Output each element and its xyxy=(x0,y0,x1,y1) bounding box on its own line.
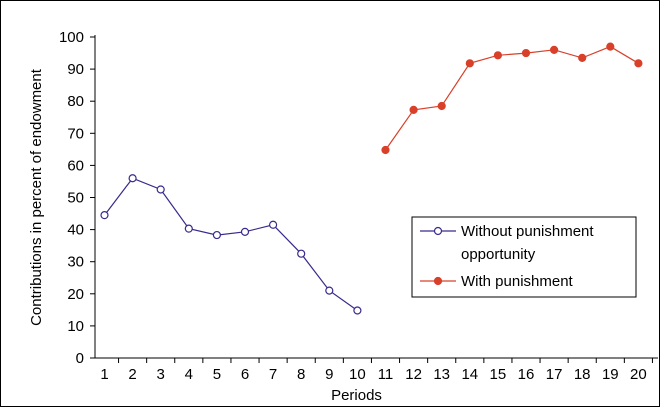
data-point xyxy=(381,145,390,155)
x-tick-label: 17 xyxy=(546,366,563,383)
data-point xyxy=(297,249,306,258)
x-tick-label: 1 xyxy=(100,366,108,383)
data-point xyxy=(521,48,531,58)
series-line xyxy=(385,45,639,151)
x-tick-label: 7 xyxy=(269,366,277,383)
x-tick-label: 3 xyxy=(157,366,165,383)
legend-box xyxy=(411,216,637,298)
y-tick-label: 60 xyxy=(67,157,84,174)
data-point xyxy=(128,174,137,183)
y-axis-title: Contributions in percent of endowment xyxy=(28,68,45,326)
y-tick-label: 50 xyxy=(67,190,84,207)
x-tick-label: 11 xyxy=(378,366,394,383)
axes xyxy=(94,35,658,359)
y-tick-label: 70 xyxy=(67,125,84,142)
data-point xyxy=(353,306,362,315)
y-tick-label: 10 xyxy=(67,318,84,335)
legend-item-without-punishment: Without punishment opportunity xyxy=(420,223,594,263)
data-point xyxy=(325,286,334,295)
data-point xyxy=(634,59,643,68)
data-point xyxy=(465,59,474,68)
x-tick-label: 12 xyxy=(405,366,422,383)
legend-marker-without-punishment xyxy=(433,226,443,236)
y-tick-label: 30 xyxy=(67,254,84,271)
x-tick-label: 6 xyxy=(241,366,249,383)
data-point xyxy=(100,211,109,220)
series-with-punishment xyxy=(381,42,643,155)
data-point xyxy=(269,220,278,229)
y-tick-label: 20 xyxy=(67,286,84,303)
data-point xyxy=(606,42,615,51)
x-tick-label: 9 xyxy=(325,366,333,383)
x-axis-title: Periods xyxy=(331,387,382,404)
data-point xyxy=(437,101,446,111)
legend-label-without-punishment: Without punishment xyxy=(461,223,594,240)
x-tick-label: 18 xyxy=(574,366,591,383)
x-axis-ticks: 1 2 3 4 5 6 7 8 9 10 11 12 13 14 15 16 17 18 19 20 xyxy=(100,358,653,383)
data-point xyxy=(409,105,418,114)
x-tick-label: 10 xyxy=(349,366,366,383)
x-tick-label: 4 xyxy=(185,366,193,383)
legend-item-with-punishment: With punishment xyxy=(420,273,574,290)
y-tick-label: 40 xyxy=(67,222,84,239)
x-tick-label: 15 xyxy=(490,366,507,383)
data-point xyxy=(212,230,221,240)
x-tick-label: 16 xyxy=(518,366,535,383)
y-tick-label: 100 xyxy=(59,29,84,46)
series-without-punishment xyxy=(100,174,362,315)
data-point xyxy=(578,53,587,62)
x-tick-label: 20 xyxy=(630,366,647,383)
legend-label-without-punishment-line2: opportunity xyxy=(461,246,536,263)
x-tick-label: 13 xyxy=(433,366,450,383)
legend: Without punishment opportunity With puni… xyxy=(411,216,637,298)
legend-label-with-punishment: With punishment xyxy=(461,273,574,290)
data-point xyxy=(549,45,559,54)
x-tick-label: 8 xyxy=(297,366,305,383)
y-tick-label: 0 xyxy=(76,350,84,367)
data-point xyxy=(184,224,193,233)
data-point xyxy=(493,51,502,60)
y-tick-label: 80 xyxy=(67,93,84,110)
data-point xyxy=(240,227,250,236)
series-line xyxy=(104,177,358,311)
x-tick-label: 14 xyxy=(461,366,478,383)
series-layer xyxy=(100,42,643,315)
legend-marker-with-punishment xyxy=(433,276,443,286)
y-axis-ticks: 0 10 20 30 40 50 60 70 80 90 100 xyxy=(59,29,95,367)
x-tick-label: 19 xyxy=(602,366,619,383)
x-tick-label: 5 xyxy=(213,366,221,383)
x-tick-label: 2 xyxy=(128,366,136,383)
data-point xyxy=(156,185,165,194)
y-tick-label: 90 xyxy=(67,61,84,78)
